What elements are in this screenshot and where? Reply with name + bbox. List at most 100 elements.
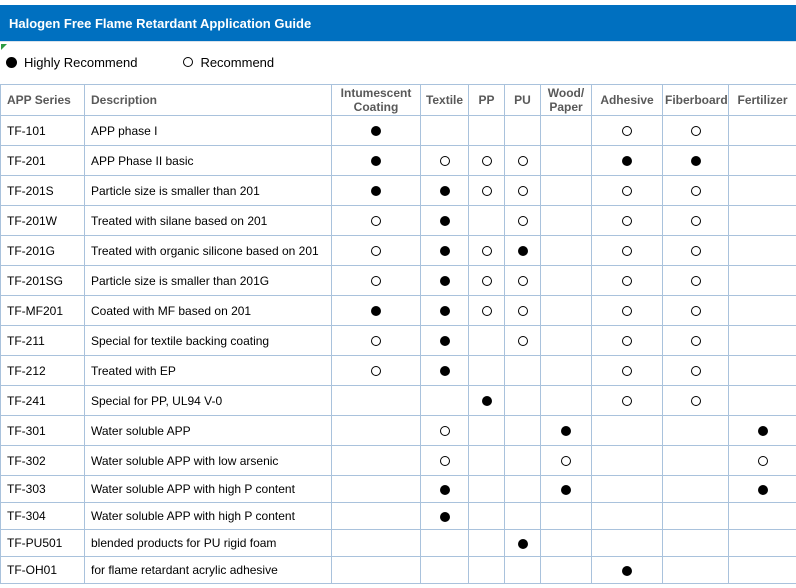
mark-cell-adhesive (591, 265, 663, 296)
description-cell: Special for textile backing coating (84, 325, 332, 356)
table-row-tf-241: TF-241 Special for PP, UL94 V-0 (0, 385, 796, 416)
mark-cell-pu (504, 295, 541, 326)
mark-cell-fiberboard (662, 355, 729, 386)
recommend-dot-icon (439, 456, 450, 467)
mark-cell-textile (420, 295, 469, 326)
mark-cell-wood-paper (540, 502, 592, 530)
mark-cell-intumescent-coating (331, 415, 421, 446)
mark-cell-adhesive (591, 445, 663, 476)
mark-cell-adhesive (591, 235, 663, 266)
mark-cell-pp (468, 235, 505, 266)
highly-recommend-dot-icon (561, 426, 571, 437)
recommend-dot-icon (622, 246, 632, 257)
highly-recommend-dot-icon (439, 186, 450, 197)
mark-cell-wood-paper (540, 415, 592, 446)
mark-cell-pu (504, 265, 541, 296)
mark-cell-wood-paper (540, 385, 592, 416)
highly-recommend-dot-icon (439, 366, 450, 377)
recommend-dot-icon (481, 276, 492, 287)
series-cell: TF-304 (0, 502, 85, 530)
green-corner-marker-icon (1, 44, 7, 50)
mark-cell-intumescent-coating (331, 529, 421, 557)
series-cell: TF-303 (0, 475, 85, 503)
open-circle-icon (183, 57, 194, 67)
highly-recommend-dot-icon (371, 126, 381, 137)
mark-cell-wood-paper (540, 445, 592, 476)
highly-recommend-dot-icon (757, 484, 768, 495)
series-cell: TF-212 (0, 355, 85, 386)
mark-cell-wood-paper (540, 529, 592, 557)
recommend-dot-icon (757, 456, 768, 467)
description-cell: Particle size is smaller than 201 (84, 175, 332, 206)
mark-cell-fiberboard (662, 145, 729, 176)
mark-cell-textile (420, 175, 469, 206)
highly-recommend-dot-icon (439, 336, 450, 347)
table-row-tf-212: TF-212 Treated with EP (0, 355, 796, 386)
legend-recommend-label: Recommend (200, 54, 275, 70)
legend: Highly Recommend Recommend (6, 53, 274, 71)
recommend-dot-icon (690, 276, 701, 287)
page-title: Halogen Free Flame Retardant Application… (9, 15, 312, 31)
mark-cell-fertilizer (728, 385, 796, 416)
highly-recommend-dot-icon (371, 306, 381, 317)
highly-recommend-dot-icon (439, 484, 450, 495)
recommend-dot-icon (690, 126, 701, 137)
mark-cell-fiberboard (662, 265, 729, 296)
description-cell: Particle size is smaller than 201G (84, 265, 332, 296)
mark-cell-pu (504, 355, 541, 386)
mark-cell-pp (468, 205, 505, 236)
series-cell: TF-201W (0, 205, 85, 236)
mark-cell-fiberboard (662, 295, 729, 326)
table-row-tf-201w: TF-201W Treated with silane based on 201 (0, 205, 796, 236)
mark-cell-pu (504, 415, 541, 446)
highly-recommend-dot-icon (371, 186, 381, 197)
mark-cell-wood-paper (540, 265, 592, 296)
mark-cell-textile (420, 385, 469, 416)
table-row-tf-303: TF-303 Water soluble APP with high P cont… (0, 475, 796, 503)
mark-cell-intumescent-coating (331, 385, 421, 416)
mark-cell-textile (420, 145, 469, 176)
mark-cell-textile (420, 355, 469, 386)
mark-cell-wood-paper (540, 115, 592, 146)
description-cell: Special for PP, UL94 V-0 (84, 385, 332, 416)
mark-cell-textile (420, 502, 469, 530)
series-cell: TF-201S (0, 175, 85, 206)
recommend-dot-icon (622, 396, 632, 407)
table-row-tf-pu501: TF-PU501 blended products for PU rigid fo… (0, 529, 796, 557)
mark-cell-adhesive (591, 415, 663, 446)
mark-cell-adhesive (591, 295, 663, 326)
legend-highly-recommend-label: Highly Recommend (24, 54, 138, 70)
mark-cell-intumescent-coating (331, 145, 421, 176)
column-header-adhesive: Adhesive (591, 84, 663, 116)
mark-cell-textile (420, 529, 469, 557)
description-cell: Water soluble APP with high P content (84, 475, 332, 503)
recommend-dot-icon (371, 366, 381, 377)
recommend-dot-icon (622, 216, 632, 227)
series-cell: TF-101 (0, 115, 85, 146)
description-cell: for flame retardant acrylic adhesive (84, 556, 332, 584)
recommend-dot-icon (690, 336, 701, 347)
filled-circle-icon (6, 56, 17, 68)
mark-cell-fiberboard (662, 175, 729, 206)
mark-cell-adhesive (591, 115, 663, 146)
mark-cell-fiberboard (662, 115, 729, 146)
mark-cell-fiberboard (662, 235, 729, 266)
mark-cell-fertilizer (728, 355, 796, 386)
recommend-dot-icon (481, 246, 492, 257)
mark-cell-intumescent-coating (331, 556, 421, 584)
mark-cell-textile (420, 205, 469, 236)
mark-cell-pu (504, 385, 541, 416)
recommend-dot-icon (517, 186, 528, 197)
mark-cell-wood-paper (540, 325, 592, 356)
mark-cell-wood-paper (540, 475, 592, 503)
mark-cell-adhesive (591, 385, 663, 416)
recommend-dot-icon (622, 366, 632, 377)
table-row-tf-302: TF-302 Water soluble APP with low arsenic (0, 445, 796, 476)
mark-cell-textile (420, 445, 469, 476)
mark-cell-fertilizer (728, 145, 796, 176)
mark-cell-pu (504, 175, 541, 206)
highly-recommend-dot-icon (439, 216, 450, 227)
mark-cell-intumescent-coating (331, 355, 421, 386)
mark-cell-pp (468, 265, 505, 296)
recommend-dot-icon (622, 306, 632, 317)
